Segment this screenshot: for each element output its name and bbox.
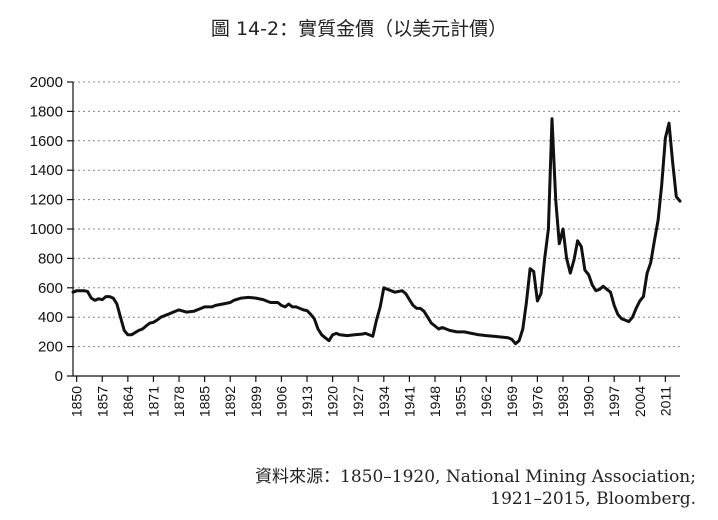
- y-tick-label-0: 0: [55, 368, 63, 385]
- x-tick-label-1913: 1913: [299, 386, 315, 417]
- x-tick-label-1892: 1892: [222, 386, 238, 417]
- x-tick-label-1885: 1885: [197, 386, 213, 417]
- x-tick-label-1927: 1927: [350, 386, 366, 417]
- x-axis-ticks: [76, 376, 666, 382]
- grid-lines: [67, 81, 680, 377]
- source-line-2: 1921–2015, Bloomberg.: [490, 489, 696, 509]
- x-tick-label-1948: 1948: [427, 386, 443, 417]
- x-tick-label-1969: 1969: [504, 386, 520, 417]
- x-tick-label-2004: 2004: [632, 386, 648, 417]
- y-tick-label-1200: 1200: [30, 192, 63, 209]
- x-tick-label-1997: 1997: [606, 386, 622, 417]
- x-axis-tick-labels: 1850 1857 1864 1871 1878 1885 1892 1899 1906 1913…: [69, 386, 674, 417]
- x-tick-label-1955: 1955: [453, 386, 469, 417]
- x-tick-label-2011: 2011: [657, 386, 673, 416]
- y-tick-label-1400: 1400: [30, 162, 63, 179]
- x-tick-label-1906: 1906: [273, 386, 289, 417]
- x-tick-label-1899: 1899: [248, 386, 264, 417]
- y-axis-tick-labels: 0 200 400 600 800 1000 1200 1400 1600 1800 2000: [30, 74, 63, 385]
- x-tick-label-1920: 1920: [325, 386, 341, 417]
- y-tick-label-1000: 1000: [30, 221, 63, 238]
- x-tick-label-1990: 1990: [581, 386, 597, 417]
- x-tick-label-1934: 1934: [376, 386, 392, 417]
- x-tick-label-1962: 1962: [478, 386, 494, 417]
- x-tick-label-1850: 1850: [69, 386, 85, 417]
- x-tick-label-1878: 1878: [171, 386, 187, 417]
- y-tick-label-200: 200: [38, 339, 63, 356]
- chart-title: 圖 14-2：實質金價（以美元計價）: [210, 18, 508, 40]
- y-tick-label-600: 600: [38, 280, 63, 297]
- x-tick-label-1864: 1864: [120, 386, 136, 417]
- y-tick-label-1600: 1600: [30, 133, 63, 150]
- source-note: 資料來源：1850–1920, National Mining Associat…: [255, 466, 696, 510]
- y-tick-label-800: 800: [38, 250, 63, 267]
- x-tick-label-1983: 1983: [555, 386, 571, 417]
- x-tick-label-1976: 1976: [529, 386, 545, 417]
- x-tick-label-1871: 1871: [145, 386, 161, 417]
- y-tick-label-1800: 1800: [30, 103, 63, 120]
- x-tick-label-1941: 1941: [401, 386, 417, 417]
- x-tick-label-1857: 1857: [94, 386, 110, 417]
- source-line-1: 資料來源：1850–1920, National Mining Associat…: [255, 467, 696, 487]
- y-tick-label-400: 400: [38, 309, 63, 326]
- series-line-real-gold-price: [71, 117, 682, 346]
- y-tick-label-2000: 2000: [30, 74, 63, 91]
